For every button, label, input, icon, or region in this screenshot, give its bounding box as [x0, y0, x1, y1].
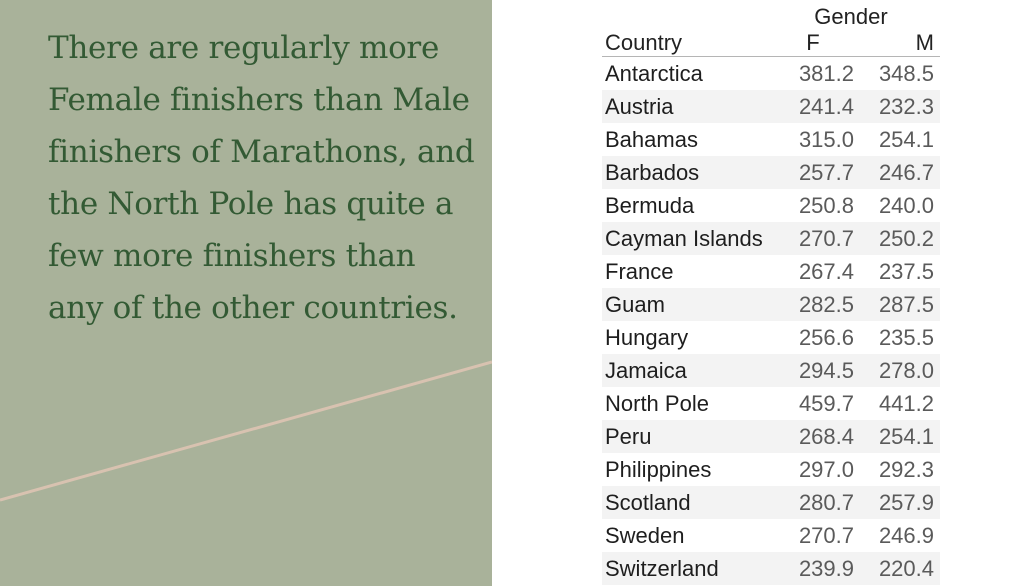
male-value-cell: 232.3: [878, 94, 934, 119]
male-value-cell: 250.2: [878, 226, 934, 251]
female-value-cell: 294.5: [798, 358, 854, 383]
table-row: Sweden 270.7 246.9: [602, 519, 940, 552]
male-value-cell: 292.3: [878, 457, 934, 482]
male-column-header: M: [915, 30, 934, 55]
summary-panel: There are regularly more Female finisher…: [0, 0, 492, 586]
female-value-cell: 250.8: [798, 193, 854, 218]
gender-group-header: Gender: [814, 4, 888, 29]
table-row: Scotland 280.7 257.9: [602, 486, 940, 519]
male-value-cell: 246.9: [878, 523, 934, 548]
country-cell: Philippines: [605, 457, 712, 482]
male-value-cell: 254.1: [878, 127, 934, 152]
table-row: Austria 241.4 232.3: [602, 90, 940, 123]
female-value-cell: 256.6: [798, 325, 854, 350]
male-value-cell: 278.0: [878, 358, 934, 383]
table-row: North Pole 459.7 441.2: [602, 387, 940, 420]
male-value-cell: 287.5: [878, 292, 934, 317]
female-value-cell: 381.2: [798, 61, 854, 86]
table-body: Antarctica 381.2 348.5 Austria 241.4 232.3 Bah…: [602, 57, 940, 585]
table-row: Switzerland 239.9 220.4: [602, 552, 940, 585]
country-cell: North Pole: [605, 391, 709, 416]
female-value-cell: 267.4: [798, 259, 854, 284]
country-cell: France: [605, 259, 674, 284]
female-value-cell: 270.7: [798, 226, 854, 251]
female-value-cell: 280.7: [798, 490, 854, 515]
male-value-cell: 240.0: [878, 193, 934, 218]
country-cell: Barbados: [605, 160, 700, 185]
country-cell: Bermuda: [605, 193, 695, 218]
table-row: Barbados 257.7 246.7: [602, 156, 940, 189]
male-value-cell: 348.5: [878, 61, 934, 86]
female-column-header: F: [806, 30, 820, 55]
table-row: Guam 282.5 287.5: [602, 288, 940, 321]
country-cell: Guam: [605, 292, 665, 317]
female-value-cell: 270.7: [798, 523, 854, 548]
table-row: Bermuda 250.8 240.0: [602, 189, 940, 222]
country-cell: Sweden: [605, 523, 685, 548]
table-row: Philippines 297.0 292.3: [602, 453, 940, 486]
female-value-cell: 297.0: [798, 457, 854, 482]
country-cell: Jamaica: [605, 358, 687, 383]
country-column-header: Country: [605, 30, 683, 55]
male-value-cell: 441.2: [878, 391, 934, 416]
female-value-cell: 241.4: [798, 94, 854, 119]
diagonal-divider-line: [0, 360, 492, 502]
female-value-cell: 459.7: [798, 391, 854, 416]
country-cell: Antarctica: [605, 61, 703, 86]
female-value-cell: 257.7: [798, 160, 854, 185]
country-cell: Austria: [605, 94, 674, 119]
male-value-cell: 235.5: [878, 325, 934, 350]
male-value-cell: 246.7: [878, 160, 934, 185]
female-value-cell: 239.9: [798, 556, 854, 581]
male-value-cell: 257.9: [878, 490, 934, 515]
country-cell: Hungary: [605, 325, 689, 350]
table-row: Hungary 256.6 235.5: [602, 321, 940, 354]
country-cell: Switzerland: [605, 556, 719, 581]
table-row: France 267.4 237.5: [602, 255, 940, 288]
header-divider: [602, 56, 940, 57]
male-value-cell: 220.4: [878, 556, 934, 581]
table-row: Antarctica 381.2 348.5: [602, 57, 940, 90]
female-value-cell: 315.0: [798, 127, 854, 152]
country-cell: Scotland: [605, 490, 691, 515]
male-value-cell: 254.1: [878, 424, 934, 449]
female-value-cell: 268.4: [798, 424, 854, 449]
table-row: Cayman Islands 270.7 250.2: [602, 222, 940, 255]
male-value-cell: 237.5: [878, 259, 934, 284]
table-row: Jamaica 294.5 278.0: [602, 354, 940, 387]
table-row: Peru 268.4 254.1: [602, 420, 940, 453]
country-cell: Bahamas: [605, 127, 698, 152]
female-value-cell: 282.5: [798, 292, 854, 317]
country-cell: Cayman Islands: [605, 226, 763, 251]
summary-text: There are regularly more Female finisher…: [48, 30, 475, 326]
table-row: Bahamas 315.0 254.1: [602, 123, 940, 156]
country-cell: Peru: [605, 424, 652, 449]
